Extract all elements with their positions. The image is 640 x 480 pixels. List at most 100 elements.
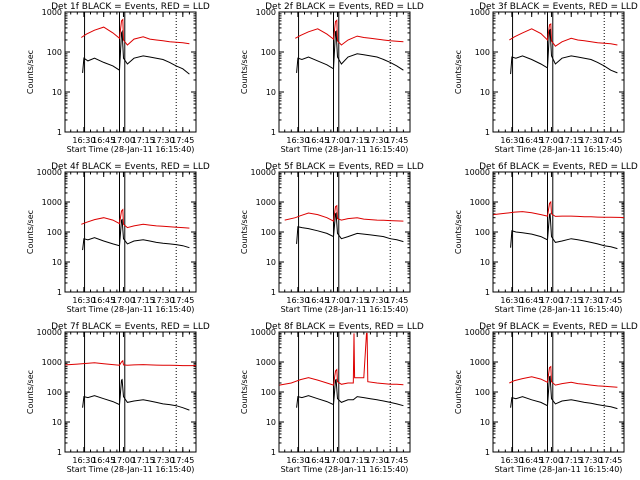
x-tick-label: 17:00 — [540, 136, 563, 145]
y-tick-label: 1 — [57, 128, 62, 137]
x-tick-label: 16:45 — [520, 136, 543, 145]
y-tick-label: 1 — [485, 128, 490, 137]
x-tick-label: 17:15 — [560, 456, 583, 465]
x-axis-label: Start Time (28-Jan-11 16:15:40) — [281, 145, 409, 154]
events-series-line — [296, 30, 404, 73]
y-tick-label: 10000 — [251, 168, 276, 177]
panel-title: Det 2f BLACK = Events, RED = LLD — [265, 2, 424, 12]
x-tick-label: 17:00 — [540, 296, 563, 305]
x-axis-label: Start Time (28-Jan-11 16:15:40) — [281, 465, 409, 474]
y-tick-label: 1000 — [42, 8, 62, 17]
x-tick-label: 16:45 — [92, 296, 115, 305]
x-tick-label: 17:45 — [385, 136, 408, 145]
x-tick-label: 17:45 — [599, 136, 622, 145]
y-tick-label: 100 — [47, 228, 62, 237]
x-tick-label: 17:15 — [132, 136, 155, 145]
x-tick-label: 16:30 — [286, 136, 309, 145]
x-tick-label: 17:00 — [326, 136, 349, 145]
y-axis-label: Counts/sec — [240, 370, 249, 414]
x-tick-label: 16:45 — [520, 456, 543, 465]
lld-series-line — [284, 204, 404, 222]
lld-series-line — [295, 19, 404, 46]
panel-title: Det 3f BLACK = Events, RED = LLD — [479, 2, 638, 12]
x-tick-label: 17:30 — [151, 456, 174, 465]
x-tick-label: 17:30 — [579, 296, 602, 305]
y-tick-label: 100 — [261, 388, 276, 397]
y-tick-label: 10000 — [465, 328, 490, 337]
lld-series-line — [65, 359, 196, 367]
x-axis-label: Start Time (28-Jan-11 16:15:40) — [495, 465, 623, 474]
x-axis-label: Start Time (28-Jan-11 16:15:40) — [67, 465, 195, 474]
events-series-line — [510, 375, 618, 410]
y-tick-label: 10 — [480, 258, 490, 267]
x-axis-label: Start Time (28-Jan-11 16:15:40) — [495, 145, 623, 154]
y-tick-label: 10000 — [37, 168, 62, 177]
x-tick-label: 17:00 — [112, 296, 135, 305]
x-tick-label: 17:00 — [326, 296, 349, 305]
y-tick-label: 10 — [52, 88, 62, 97]
x-tick-label: 17:30 — [365, 296, 388, 305]
y-tick-label: 100 — [261, 228, 276, 237]
x-tick-label: 17:00 — [112, 136, 135, 145]
x-tick-label: 16:30 — [72, 456, 95, 465]
x-tick-label: 16:45 — [306, 136, 329, 145]
y-tick-label: 1 — [57, 288, 62, 297]
x-tick-label: 16:45 — [306, 456, 329, 465]
x-tick-label: 16:30 — [72, 136, 95, 145]
y-tick-label: 10 — [52, 258, 62, 267]
x-tick-label: 17:45 — [171, 136, 194, 145]
x-axis-label: Start Time (28-Jan-11 16:15:40) — [281, 305, 409, 314]
x-tick-label: 17:00 — [112, 456, 135, 465]
y-axis-label: Counts/sec — [454, 50, 463, 94]
y-tick-label: 100 — [261, 48, 276, 57]
events-series-line — [82, 378, 190, 411]
y-tick-label: 10 — [266, 88, 276, 97]
x-tick-label: 16:30 — [72, 296, 95, 305]
x-tick-label: 16:30 — [286, 296, 309, 305]
x-tick-label: 17:00 — [540, 456, 563, 465]
y-tick-label: 1000 — [470, 358, 490, 367]
y-tick-label: 10 — [52, 418, 62, 427]
y-tick-label: 100 — [47, 48, 62, 57]
x-axis-label: Start Time (28-Jan-11 16:15:40) — [495, 305, 623, 314]
x-axis-label: Start Time (28-Jan-11 16:15:40) — [67, 145, 195, 154]
events-series-line — [296, 212, 404, 244]
panel-det-6: Det 6f BLACK = Events, RED = LLD 1 10 100 10… — [454, 162, 638, 314]
y-axis-label: Counts/sec — [454, 210, 463, 254]
x-tick-label: 17:30 — [151, 136, 174, 145]
panel-title: Det 6f BLACK = Events, RED = LLD — [479, 162, 638, 172]
x-tick-label: 16:45 — [520, 296, 543, 305]
x-tick-label: 17:15 — [560, 296, 583, 305]
x-tick-label: 17:15 — [132, 456, 155, 465]
x-tick-label: 17:45 — [171, 456, 194, 465]
panel-det-1: Det 1f BLACK = Events, RED = LLD 1 10 100 10… — [26, 2, 210, 154]
x-tick-label: 17:30 — [151, 296, 174, 305]
x-tick-label: 17:30 — [579, 456, 602, 465]
y-tick-label: 100 — [475, 388, 490, 397]
y-axis-label: Counts/sec — [240, 50, 249, 94]
y-tick-label: 1000 — [256, 8, 276, 17]
y-axis-label: Counts/sec — [240, 210, 249, 254]
x-tick-label: 16:30 — [500, 136, 523, 145]
x-tick-label: 17:45 — [171, 296, 194, 305]
x-tick-label: 17:15 — [346, 136, 369, 145]
events-series-line — [510, 28, 618, 75]
x-tick-label: 17:00 — [326, 456, 349, 465]
panel-det-3: Det 3f BLACK = Events, RED = LLD 1 10 100 10… — [454, 2, 638, 154]
y-axis-label: Counts/sec — [26, 210, 35, 254]
panel-det-5: Det 5f BLACK = Events, RED = LLD 1 10 100 10… — [240, 162, 424, 314]
panel-title: Det 4f BLACK = Events, RED = LLD — [51, 162, 210, 172]
y-tick-label: 1 — [485, 288, 490, 297]
panel-det-2: Det 2f BLACK = Events, RED = LLD 1 10 100 10… — [240, 2, 424, 154]
x-tick-label: 16:30 — [286, 456, 309, 465]
y-tick-label: 10 — [266, 418, 276, 427]
events-series-line — [82, 218, 190, 251]
y-tick-label: 1000 — [42, 198, 62, 207]
y-tick-label: 10000 — [251, 328, 276, 337]
y-tick-label: 1000 — [470, 198, 490, 207]
x-tick-label: 17:15 — [560, 136, 583, 145]
x-tick-label: 16:45 — [92, 136, 115, 145]
x-tick-label: 17:45 — [599, 456, 622, 465]
panel-det-9: Det 9f BLACK = Events, RED = LLD 1 10 100 10… — [454, 322, 638, 474]
